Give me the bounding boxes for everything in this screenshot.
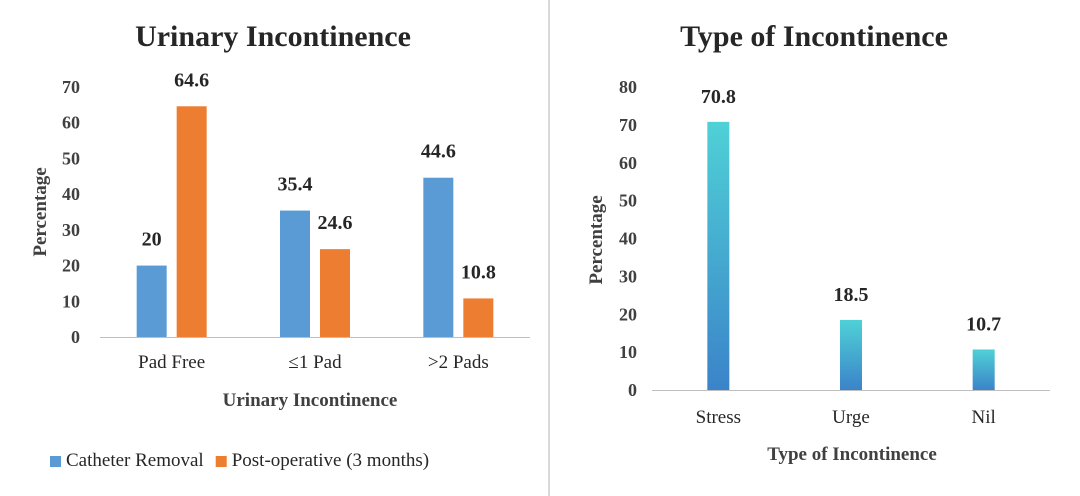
data-label: 18.5: [834, 284, 869, 306]
data-label: 20: [142, 229, 162, 251]
y-axis-label: Percentage: [30, 167, 51, 256]
panel-divider: [548, 0, 550, 496]
x-tick-label: Pad Free: [138, 352, 205, 373]
x-tick-label: ≤1 Pad: [288, 352, 342, 373]
bar-urge: [840, 319, 862, 390]
y-tick-label: 70: [62, 77, 80, 97]
y-tick-label: 30: [62, 220, 80, 240]
bar-post-operative: [320, 249, 350, 337]
bar-catheter-removal: [136, 265, 167, 337]
y-tick-label: 40: [619, 229, 637, 249]
urinary-incontinence-chart: Urinary Incontinence 0 10 20 30 40 50 60 70 20 6…: [30, 20, 530, 471]
x-tick-label: Nil: [972, 407, 996, 428]
type-of-incontinence-chart-svg: Type of Incontinence 0 10 20 30 40 50 60 70 80 7…: [586, 20, 1050, 465]
data-label: 70.8: [701, 86, 736, 108]
x-tick-label: Urge: [832, 407, 870, 428]
type-of-incontinence-chart: Type of Incontinence 0 10 20 30 40 50 60 70 80 7…: [552, 0, 1080, 496]
x-axis-label: Urinary Incontinence: [223, 390, 398, 411]
x-tick-label: Stress: [696, 407, 741, 428]
legend: Catheter Removal Post-operative (3 months…: [50, 450, 429, 471]
bar-stress: [707, 121, 730, 390]
data-label: 24.6: [318, 212, 353, 234]
y-tick-label: 10: [619, 342, 637, 362]
data-label: 35.4: [278, 174, 313, 196]
chart-title: Urinary Incontinence: [135, 20, 411, 53]
legend-label: Post-operative (3 months): [232, 450, 429, 471]
data-label: 44.6: [421, 141, 456, 163]
y-tick-label: 60: [619, 153, 637, 173]
data-label: 64.6: [174, 69, 209, 91]
y-tick-label: 70: [619, 115, 637, 135]
bar-catheter-removal: [423, 177, 454, 337]
legend-swatch: [215, 456, 227, 467]
urinary-incontinence-chart-svg: Urinary Incontinence 0 10 20 30 40 50 60 70 20 6…: [30, 20, 530, 471]
data-label: 10.7: [966, 313, 1001, 335]
y-tick-label: 20: [62, 256, 80, 276]
y-tick-label: 50: [619, 191, 637, 211]
y-tick-label: 30: [619, 266, 637, 286]
bar-post-operative: [463, 298, 494, 337]
y-tick-label: 10: [62, 291, 80, 311]
y-tick-label: 40: [62, 184, 80, 204]
legend-swatch: [50, 456, 61, 467]
bar-nil: [972, 349, 995, 390]
y-tick-label: 80: [619, 77, 637, 97]
bar-post-operative: [176, 106, 207, 338]
y-tick-label: 0: [628, 380, 637, 400]
chart-title: Type of Incontinence: [680, 20, 948, 53]
y-tick-label: 50: [62, 148, 80, 168]
y-axis-label: Percentage: [586, 195, 607, 284]
x-axis-label: Type of Incontinence: [767, 444, 937, 465]
y-tick-label: 0: [71, 327, 80, 347]
y-tick-label: 20: [619, 304, 637, 324]
data-label: 10.8: [461, 261, 496, 283]
bar-catheter-removal: [280, 210, 310, 337]
y-tick-label: 60: [62, 113, 80, 133]
x-tick-label: >2 Pads: [428, 352, 489, 373]
legend-label: Catheter Removal: [66, 450, 204, 471]
